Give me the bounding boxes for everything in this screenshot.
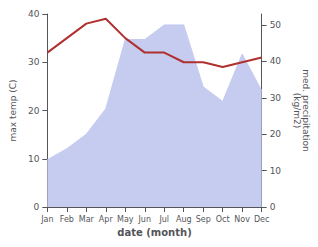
svg-text:Dec: Dec [254, 215, 269, 224]
svg-text:Feb: Feb [60, 215, 74, 224]
svg-text:20: 20 [270, 129, 282, 139]
svg-text:40: 40 [270, 56, 282, 66]
svg-text:May: May [117, 215, 134, 224]
svg-text:0: 0 [270, 202, 276, 212]
svg-text:Aug: Aug [176, 215, 192, 224]
svg-text:40: 40 [28, 9, 40, 19]
svg-text:Sep: Sep [196, 215, 211, 224]
svg-text:30: 30 [270, 93, 282, 103]
svg-text:(kg/m2): (kg/m2) [292, 93, 302, 128]
svg-text:Jul: Jul [158, 215, 169, 224]
svg-text:Mar: Mar [79, 215, 95, 224]
svg-text:20: 20 [28, 106, 40, 116]
svg-text:10: 10 [28, 154, 40, 164]
svg-text:50: 50 [270, 20, 282, 30]
svg-text:30: 30 [28, 57, 40, 67]
svg-text:10: 10 [270, 166, 282, 176]
svg-text:Apr: Apr [99, 215, 114, 224]
svg-text:Jun: Jun [138, 215, 152, 224]
svg-text:med. precipitation: med. precipitation [300, 69, 311, 152]
svg-text:Oct: Oct [216, 215, 230, 224]
svg-text:Nov: Nov [234, 215, 250, 224]
svg-text:0: 0 [34, 202, 40, 212]
svg-text:max temp (C): max temp (C) [8, 79, 18, 141]
svg-text:Jan: Jan [40, 215, 53, 224]
svg-text:date (month): date (month) [117, 227, 191, 238]
